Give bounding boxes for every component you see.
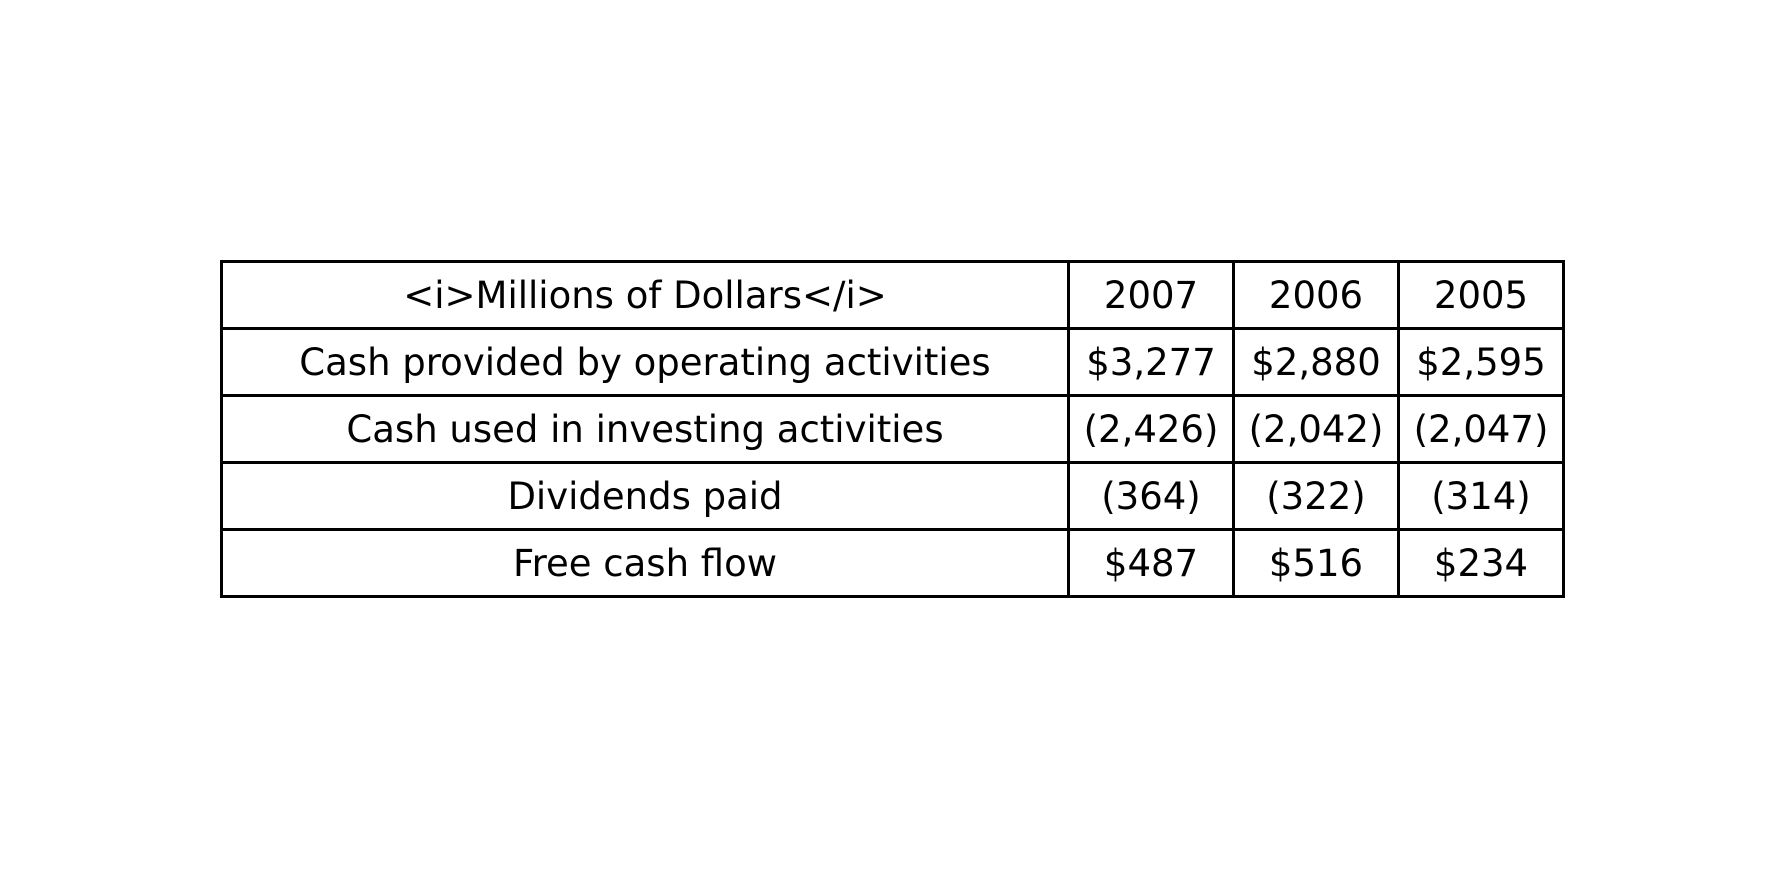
header-cell-label: <i>Millions of Dollars</i> xyxy=(220,260,1070,330)
row-label: Cash used in investing activities xyxy=(220,394,1070,464)
table-cell: (2,042) xyxy=(1232,394,1400,464)
header-row: <i>Millions of Dollars</i> 2007 2006 200… xyxy=(220,260,1565,330)
table-cell: $487 xyxy=(1067,528,1235,598)
table-row: Cash used in investing activities (2,426… xyxy=(220,394,1565,464)
table-cell: $3,277 xyxy=(1067,327,1235,397)
table-cell: $234 xyxy=(1397,528,1565,598)
table-body: <i>Millions of Dollars</i> 2007 2006 200… xyxy=(220,260,1565,598)
table-cell: (364) xyxy=(1067,461,1235,531)
header-cell-2005: 2005 xyxy=(1397,260,1565,330)
table-cell: (2,047) xyxy=(1397,394,1565,464)
table-row: Cash provided by operating activities $3… xyxy=(220,327,1565,397)
cash-flow-table: <i>Millions of Dollars</i> 2007 2006 200… xyxy=(220,260,1565,598)
row-label: Dividends paid xyxy=(220,461,1070,531)
table-cell: $2,595 xyxy=(1397,327,1565,397)
table-cell: $516 xyxy=(1232,528,1400,598)
table-row: Free cash flow $487 $516 $234 xyxy=(220,528,1565,598)
row-label: Free cash flow xyxy=(220,528,1070,598)
table-row: Dividends paid (364) (322) (314) xyxy=(220,461,1565,531)
table-container: <i>Millions of Dollars</i> 2007 2006 200… xyxy=(220,260,1565,598)
table-cell: (322) xyxy=(1232,461,1400,531)
header-cell-2007: 2007 xyxy=(1067,260,1235,330)
table-cell: (2,426) xyxy=(1067,394,1235,464)
table-cell: (314) xyxy=(1397,461,1565,531)
header-cell-2006: 2006 xyxy=(1232,260,1400,330)
row-label: Cash provided by operating activities xyxy=(220,327,1070,397)
table-cell: $2,880 xyxy=(1232,327,1400,397)
